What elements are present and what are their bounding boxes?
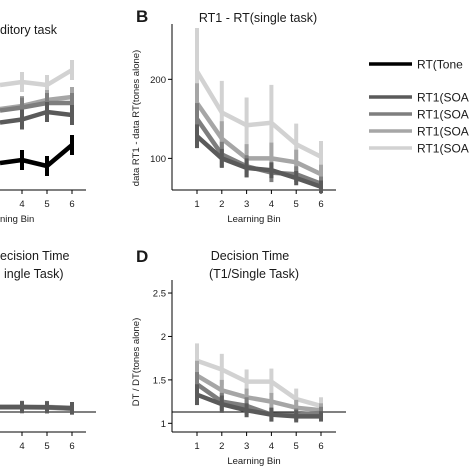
panel-d-marks: 1 1.5 2 2.5 1 2 3 4 5 6 bbox=[153, 289, 324, 452]
panel-a-series-line bbox=[0, 68, 74, 88]
panel-b-marks: 100 200 1 2 3 4 5 6 bbox=[150, 27, 324, 210]
panel-c-xtick-label: 6 bbox=[69, 441, 74, 452]
panel-a-xlabel: ning Bin bbox=[0, 214, 34, 225]
panel-b-ylabel: data RT1 - data RT(tones alone) bbox=[131, 50, 142, 186]
panel-b-xlabel: Learning Bin bbox=[227, 214, 280, 225]
panel-a-xtick-label: 5 bbox=[44, 199, 49, 210]
panel-b-series-line bbox=[195, 101, 322, 177]
legend-label: RT1(SOA bbox=[417, 142, 469, 156]
panel-a-title: ditory task bbox=[0, 23, 58, 37]
panel-b-letter: B bbox=[136, 7, 148, 26]
panel-d-xtick-label: 3 bbox=[244, 441, 249, 452]
panel-d-title-line1: Decision Time bbox=[211, 249, 290, 263]
panel-b-xtick-label: 3 bbox=[244, 199, 249, 210]
panel-d-ylabel: DT / DT(tones alone) bbox=[131, 318, 142, 407]
panel-d-ytick-label: 1.5 bbox=[153, 375, 166, 386]
panel-b-xtick-label: 6 bbox=[318, 199, 323, 210]
panel-a-marks: 4 5 6 bbox=[0, 60, 75, 210]
panel-d-letter: D bbox=[136, 247, 148, 266]
panel-d-xlabel: Learning Bin bbox=[227, 456, 280, 467]
panel-b-title: RT1 - RT(single task) bbox=[199, 11, 317, 25]
panel-d-title-line2: (T1/Single Task) bbox=[209, 267, 299, 281]
panel-a-series-line bbox=[0, 143, 74, 169]
panel-c-xtick-label: 5 bbox=[44, 441, 49, 452]
panel-d-series-line bbox=[196, 392, 321, 419]
panel-d-ytick-label: 2.5 bbox=[153, 289, 166, 300]
panel-d-xtick-label: 1 bbox=[194, 441, 199, 452]
panel-b-series-line bbox=[195, 70, 323, 159]
panel-b-xtick-label: 5 bbox=[294, 199, 299, 210]
panel-c-marks: 4 5 6 bbox=[0, 400, 75, 452]
panel-d-xtick-label: 2 bbox=[219, 441, 224, 452]
panel-b-ytick-label: 100 bbox=[150, 154, 166, 165]
panel-a: ditory task 4 5 6 ning Bin bbox=[0, 23, 86, 225]
panel-b-xtick-label: 4 bbox=[269, 199, 274, 210]
panel-c: ecision Time ingle Task) 4 5 6 bbox=[0, 249, 96, 452]
panel-c-series-line bbox=[0, 404, 73, 411]
panel-c-title-line2: ingle Task) bbox=[4, 267, 64, 281]
panel-c-xtick-label: 4 bbox=[19, 441, 24, 452]
panel-d-series-line bbox=[196, 358, 322, 409]
panel-d-series-line bbox=[195, 373, 322, 413]
panel-d: D Decision Time (T1/Single Task) DT / DT… bbox=[131, 247, 346, 467]
panel-b-xtick-label: 1 bbox=[194, 199, 199, 210]
panel-b-ytick-label: 200 bbox=[150, 75, 166, 86]
panel-a-series-line bbox=[0, 109, 73, 125]
panel-b-xtick-label: 2 bbox=[219, 199, 224, 210]
panel-a-xtick-label: 6 bbox=[69, 199, 74, 210]
legend-label: RT1(SOA bbox=[417, 91, 469, 105]
panel-d-ytick-label: 1 bbox=[161, 419, 166, 430]
panel-d-xtick-label: 6 bbox=[318, 441, 323, 452]
legend-label: RT1(SOA bbox=[417, 125, 469, 139]
panel-d-ytick-label: 2 bbox=[161, 332, 166, 343]
legend: RT(Tone RT1(SOA RT1(SOA RT1(SOA RT1(SOA bbox=[369, 58, 469, 156]
panel-d-xtick-label: 5 bbox=[294, 441, 299, 452]
panel-b-series-line bbox=[195, 134, 322, 189]
panel-a-series-line bbox=[0, 100, 72, 113]
panel-d-xtick-label: 4 bbox=[269, 441, 274, 452]
panel-a-xtick-label: 4 bbox=[19, 199, 24, 210]
legend-label: RT1(SOA bbox=[417, 108, 469, 122]
legend-label: RT(Tone bbox=[417, 58, 463, 72]
panel-b: B RT1 - RT(single task) data RT1 - data … bbox=[131, 7, 336, 225]
panel-c-title-line1: ecision Time bbox=[0, 249, 70, 263]
